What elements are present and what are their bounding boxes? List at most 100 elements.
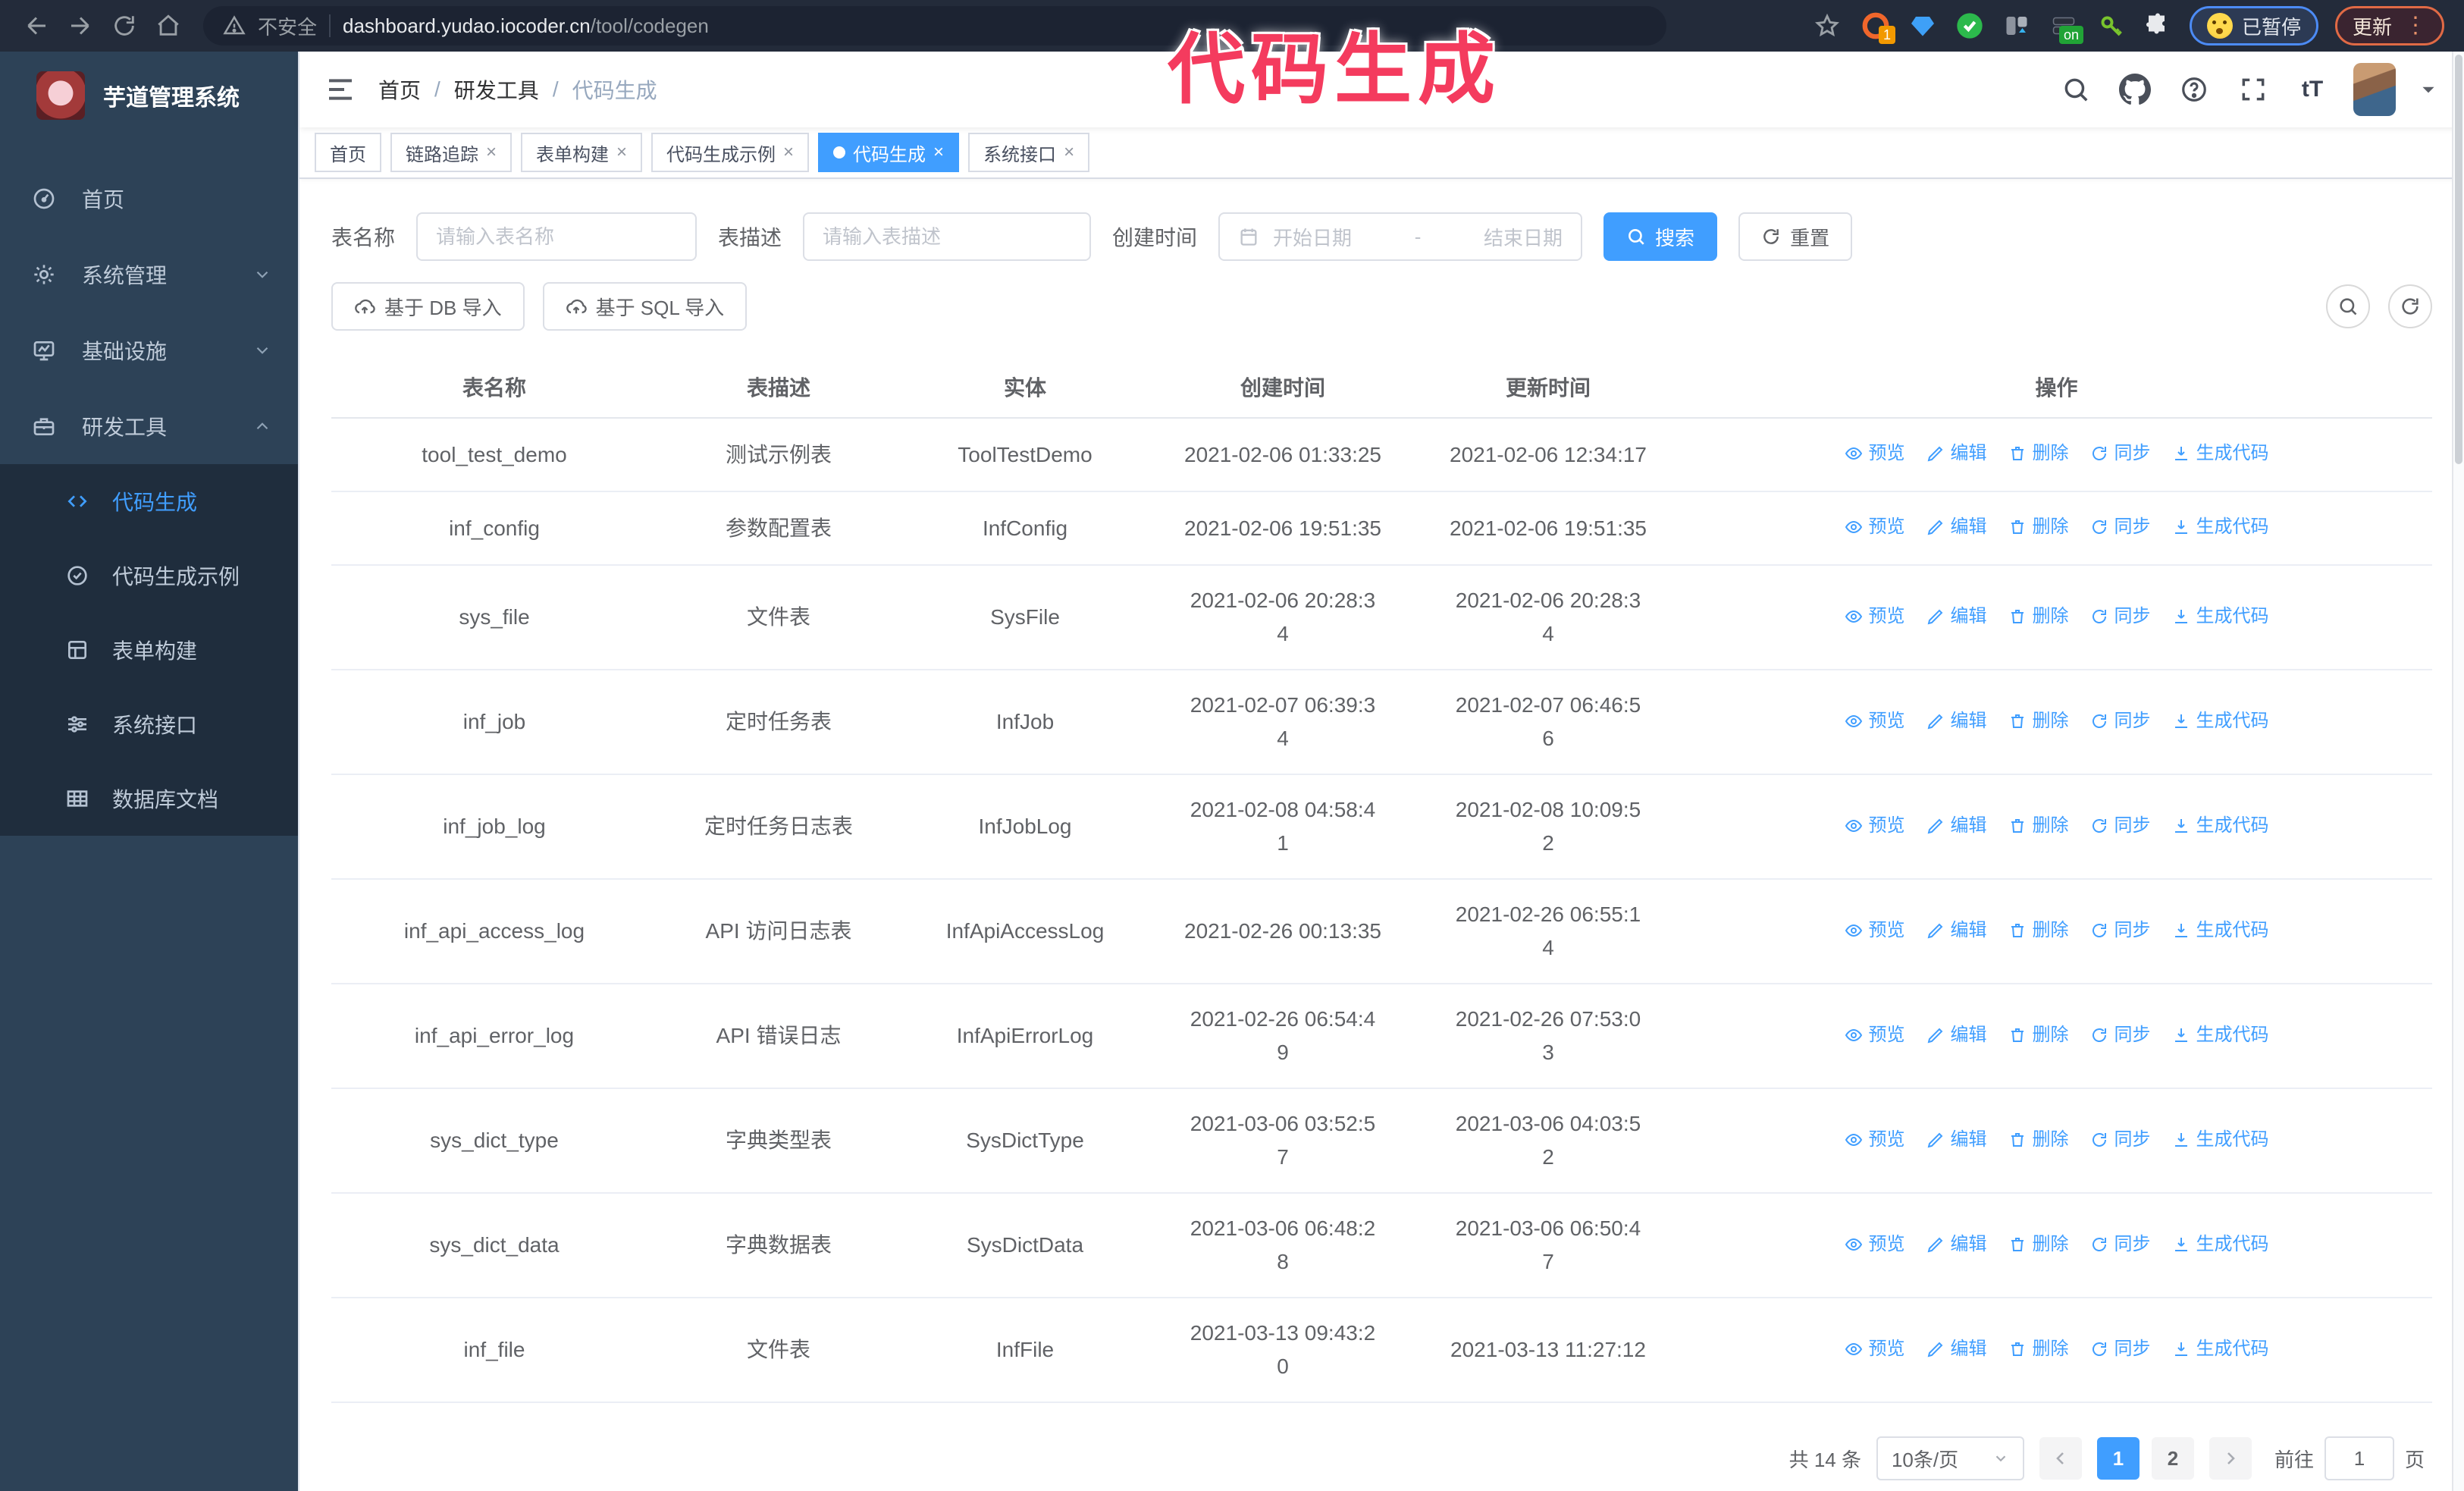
extension-tabs-icon[interactable] — [2002, 11, 2032, 41]
action-同步[interactable]: 同步 — [2090, 1123, 2151, 1157]
action-删除[interactable]: 删除 — [2008, 510, 2069, 544]
action-生成代码[interactable]: 生成代码 — [2172, 705, 2269, 738]
sidebar-item-研发工具[interactable]: 研发工具 — [0, 388, 298, 464]
action-预览[interactable]: 预览 — [1845, 1019, 1905, 1052]
app-logo-row[interactable]: 芋道管理系统 — [0, 52, 298, 140]
goto-page-input[interactable] — [2324, 1436, 2394, 1480]
table-desc-input[interactable] — [823, 224, 1072, 249]
tab-代码生成示例[interactable]: 代码生成示例 × — [651, 133, 810, 172]
sidebar-subitem-系统接口[interactable]: 系统接口 — [0, 687, 298, 761]
action-预览[interactable]: 预览 — [1845, 914, 1905, 947]
action-编辑[interactable]: 编辑 — [1926, 1123, 1987, 1157]
action-预览[interactable]: 预览 — [1845, 437, 1905, 470]
action-生成代码[interactable]: 生成代码 — [2172, 1228, 2269, 1261]
action-删除[interactable]: 删除 — [2008, 437, 2069, 470]
reload-icon[interactable] — [108, 9, 141, 42]
action-生成代码[interactable]: 生成代码 — [2172, 510, 2269, 544]
action-预览[interactable]: 预览 — [1845, 1228, 1905, 1261]
page-url[interactable]: dashboard.yudao.iocoder.cn/tool/codegen — [343, 14, 709, 38]
search-icon[interactable] — [2058, 71, 2094, 108]
action-同步[interactable]: 同步 — [2090, 1228, 2151, 1261]
action-同步[interactable]: 同步 — [2090, 809, 2151, 843]
close-icon[interactable]: × — [933, 142, 945, 162]
sidebar-item-首页[interactable]: 首页 — [0, 161, 298, 237]
back-icon[interactable] — [20, 9, 53, 42]
action-删除[interactable]: 删除 — [2008, 705, 2069, 738]
tab-系统接口[interactable]: 系统接口 × — [968, 133, 1090, 172]
action-同步[interactable]: 同步 — [2090, 1332, 2151, 1366]
font-size-icon[interactable]: tT — [2301, 77, 2324, 102]
date-range-input[interactable]: 开始日期 - 结束日期 — [1218, 212, 1583, 261]
action-删除[interactable]: 删除 — [2008, 809, 2069, 843]
hamburger-icon[interactable] — [325, 74, 356, 105]
action-编辑[interactable]: 编辑 — [1926, 809, 1987, 843]
user-avatar[interactable] — [2353, 63, 2396, 116]
page-number-2[interactable]: 2 — [2151, 1437, 2194, 1480]
action-生成代码[interactable]: 生成代码 — [2172, 914, 2269, 947]
security-label[interactable]: 不安全 — [258, 15, 318, 39]
toggle-search-button[interactable] — [2326, 284, 2370, 328]
close-icon[interactable]: × — [486, 142, 497, 162]
sidebar-subitem-表单构建[interactable]: 表单构建 — [0, 613, 298, 687]
import-sql-button[interactable]: 基于 SQL 导入 — [542, 282, 748, 331]
chevron-down-icon[interactable] — [2419, 80, 2438, 99]
action-同步[interactable]: 同步 — [2090, 510, 2151, 544]
action-编辑[interactable]: 编辑 — [1926, 1228, 1987, 1261]
action-编辑[interactable]: 编辑 — [1926, 914, 1987, 947]
extension-gem-icon[interactable] — [1908, 11, 1938, 41]
action-删除[interactable]: 删除 — [2008, 1332, 2069, 1366]
close-icon[interactable]: × — [1064, 142, 1075, 162]
scrollbar-thumb[interactable] — [2455, 55, 2462, 464]
reset-button[interactable]: 重置 — [1738, 212, 1853, 261]
extension-switch-icon[interactable]: on — [2049, 11, 2083, 44]
sidebar-item-基础设施[interactable]: 基础设施 — [0, 312, 298, 388]
tab-首页[interactable]: 首页 — [315, 133, 381, 172]
help-icon[interactable] — [2176, 71, 2212, 108]
action-同步[interactable]: 同步 — [2090, 600, 2151, 633]
import-db-button[interactable]: 基于 DB 导入 — [331, 282, 525, 331]
tab-链路追踪[interactable]: 链路追踪 × — [390, 133, 513, 172]
fullscreen-icon[interactable] — [2235, 71, 2271, 108]
breadcrumb-item[interactable]: 首页 — [378, 79, 422, 102]
search-button[interactable]: 搜索 — [1603, 212, 1718, 261]
prev-page-button[interactable] — [2039, 1437, 2082, 1480]
action-编辑[interactable]: 编辑 — [1926, 1332, 1987, 1366]
action-同步[interactable]: 同步 — [2090, 437, 2151, 470]
action-同步[interactable]: 同步 — [2090, 1019, 2151, 1052]
sidebar-subitem-数据库文档[interactable]: 数据库文档 — [0, 761, 298, 836]
action-预览[interactable]: 预览 — [1845, 600, 1905, 633]
forward-icon[interactable] — [64, 9, 97, 42]
refresh-table-button[interactable] — [2388, 284, 2432, 328]
action-预览[interactable]: 预览 — [1845, 809, 1905, 843]
action-删除[interactable]: 删除 — [2008, 600, 2069, 633]
extension-adblock-icon[interactable]: 1 — [1861, 11, 1895, 44]
action-编辑[interactable]: 编辑 — [1926, 510, 1987, 544]
action-编辑[interactable]: 编辑 — [1926, 600, 1987, 633]
bookmark-star-icon[interactable] — [1810, 9, 1844, 42]
page-number-1[interactable]: 1 — [2096, 1437, 2140, 1480]
action-同步[interactable]: 同步 — [2090, 705, 2151, 738]
action-生成代码[interactable]: 生成代码 — [2172, 600, 2269, 633]
chrome-update-button[interactable]: 更新 ⋮ — [2334, 6, 2444, 46]
action-生成代码[interactable]: 生成代码 — [2172, 1332, 2269, 1366]
tab-代码生成[interactable]: 代码生成 × — [818, 133, 960, 172]
table-name-input[interactable] — [436, 224, 678, 249]
action-生成代码[interactable]: 生成代码 — [2172, 437, 2269, 470]
home-icon[interactable] — [152, 9, 185, 42]
breadcrumb-item[interactable]: 研发工具 — [453, 79, 539, 102]
extensions-puzzle-icon[interactable] — [2143, 11, 2173, 41]
action-生成代码[interactable]: 生成代码 — [2172, 1019, 2269, 1052]
extension-check-icon[interactable] — [1955, 11, 1985, 41]
profile-paused-chip[interactable]: 已暂停 — [2189, 6, 2318, 46]
page-scrollbar[interactable] — [2452, 52, 2464, 1491]
action-预览[interactable]: 预览 — [1845, 1123, 1905, 1157]
action-删除[interactable]: 删除 — [2008, 1019, 2069, 1052]
action-生成代码[interactable]: 生成代码 — [2172, 809, 2269, 843]
tab-表单构建[interactable]: 表单构建 × — [521, 133, 643, 172]
next-page-button[interactable] — [2209, 1437, 2252, 1480]
sidebar-subitem-代码生成[interactable]: 代码生成 — [0, 464, 298, 538]
action-删除[interactable]: 删除 — [2008, 1123, 2069, 1157]
action-删除[interactable]: 删除 — [2008, 914, 2069, 947]
action-生成代码[interactable]: 生成代码 — [2172, 1123, 2269, 1157]
action-编辑[interactable]: 编辑 — [1926, 437, 1987, 470]
